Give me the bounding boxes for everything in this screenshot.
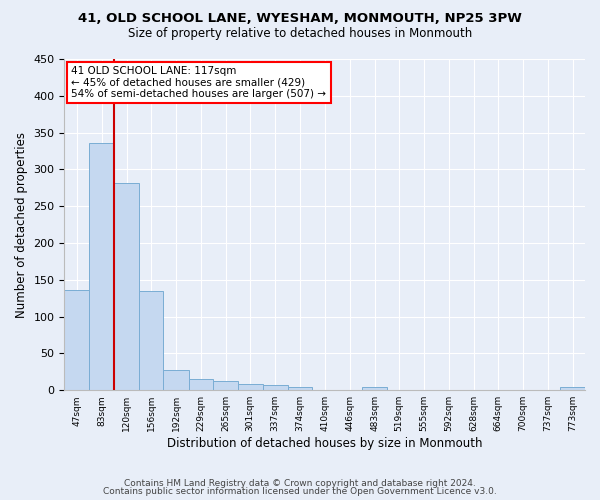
Bar bbox=[560, 388, 585, 390]
X-axis label: Distribution of detached houses by size in Monmouth: Distribution of detached houses by size … bbox=[167, 437, 482, 450]
Bar bbox=[189, 379, 214, 390]
Text: Size of property relative to detached houses in Monmouth: Size of property relative to detached ho… bbox=[128, 28, 472, 40]
Bar bbox=[362, 386, 387, 390]
Y-axis label: Number of detached properties: Number of detached properties bbox=[15, 132, 28, 318]
Bar bbox=[139, 291, 163, 390]
Bar bbox=[163, 370, 189, 390]
Bar bbox=[238, 384, 263, 390]
Text: 41, OLD SCHOOL LANE, WYESHAM, MONMOUTH, NP25 3PW: 41, OLD SCHOOL LANE, WYESHAM, MONMOUTH, … bbox=[78, 12, 522, 26]
Bar bbox=[89, 143, 114, 390]
Bar bbox=[263, 385, 288, 390]
Bar bbox=[214, 382, 238, 390]
Bar bbox=[114, 184, 139, 390]
Text: Contains HM Land Registry data © Crown copyright and database right 2024.: Contains HM Land Registry data © Crown c… bbox=[124, 478, 476, 488]
Bar bbox=[288, 386, 313, 390]
Text: 41 OLD SCHOOL LANE: 117sqm
← 45% of detached houses are smaller (429)
54% of sem: 41 OLD SCHOOL LANE: 117sqm ← 45% of deta… bbox=[71, 66, 326, 99]
Bar bbox=[64, 290, 89, 390]
Text: Contains public sector information licensed under the Open Government Licence v3: Contains public sector information licen… bbox=[103, 487, 497, 496]
